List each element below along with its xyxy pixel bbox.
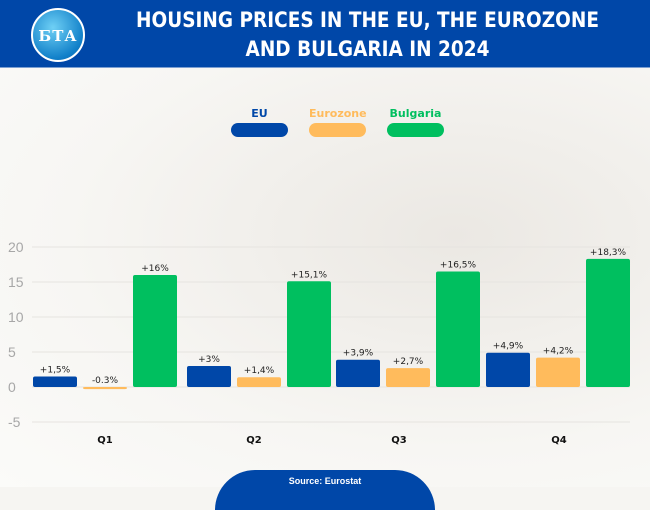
page-title: HOUSING PRICES IN THE EU, THE EUROZONE A… [136, 8, 599, 61]
bar-bulgaria-q2 [287, 281, 331, 387]
legend-swatch [387, 123, 444, 137]
data-label: +16,5% [440, 261, 477, 271]
data-label: +4,9% [493, 342, 524, 352]
y-tick-label: 20 [8, 239, 24, 255]
bar-eu-q3 [336, 359, 380, 387]
data-label: +1,4% [244, 366, 275, 376]
bar-eurozone-q3 [386, 368, 430, 387]
x-tick-label: Q2 [246, 435, 262, 446]
legend-label: EU [251, 107, 268, 120]
x-tick-label: Q3 [391, 435, 407, 446]
legend-item-bulgaria: Bulgaria [387, 107, 444, 137]
bar-eurozone-q1 [83, 387, 127, 390]
x-tick-label: Q4 [551, 435, 567, 446]
y-tick-label: 10 [8, 309, 24, 325]
bta-logo: БТА [31, 8, 85, 62]
data-label: +1,5% [40, 366, 71, 376]
bar-bulgaria-q3 [436, 271, 480, 387]
legend-swatch [231, 123, 288, 137]
header-banner: БТА HOUSING PRICES IN THE EU, THE EUROZO… [0, 0, 650, 68]
x-tick-label: Q1 [97, 435, 113, 446]
source-label: Source: Eurostat [215, 470, 435, 510]
bar-eurozone-q2 [237, 377, 281, 387]
logo-text: БТА [38, 27, 78, 45]
y-tick-label: -5 [8, 414, 21, 430]
bar-eu-q2 [187, 366, 231, 387]
legend-swatch [309, 123, 366, 137]
bar-eu-q1 [33, 376, 77, 387]
bar-bulgaria-q4 [586, 258, 630, 387]
data-label: +3% [198, 355, 220, 365]
bar-bulgaria-q1 [133, 275, 177, 387]
data-label: +15,1% [291, 270, 328, 280]
data-label: -0.3% [92, 376, 119, 386]
legend-label: Eurozone [309, 107, 367, 120]
data-label: +3,9% [343, 349, 374, 359]
background-photo [0, 68, 650, 487]
data-label: +18,3% [590, 248, 627, 258]
y-tick-label: 0 [8, 379, 16, 395]
data-label: +4,2% [543, 347, 574, 357]
data-label: +2,7% [393, 357, 424, 367]
data-label: +16% [141, 264, 169, 274]
y-tick-label: 5 [8, 344, 16, 360]
legend-label: Bulgaria [389, 107, 442, 120]
bar-chart: 20 15 10 5 0 -5 +1,5% -0.3% +16% Q1 +3% +1,4% +15,1%… [8, 239, 630, 446]
legend-item-eu: EU [231, 107, 288, 137]
legend-item-eurozone: Eurozone [309, 107, 367, 137]
bar-eurozone-q4 [536, 357, 580, 387]
bar-eu-q4 [486, 352, 530, 387]
y-tick-label: 15 [8, 274, 24, 290]
